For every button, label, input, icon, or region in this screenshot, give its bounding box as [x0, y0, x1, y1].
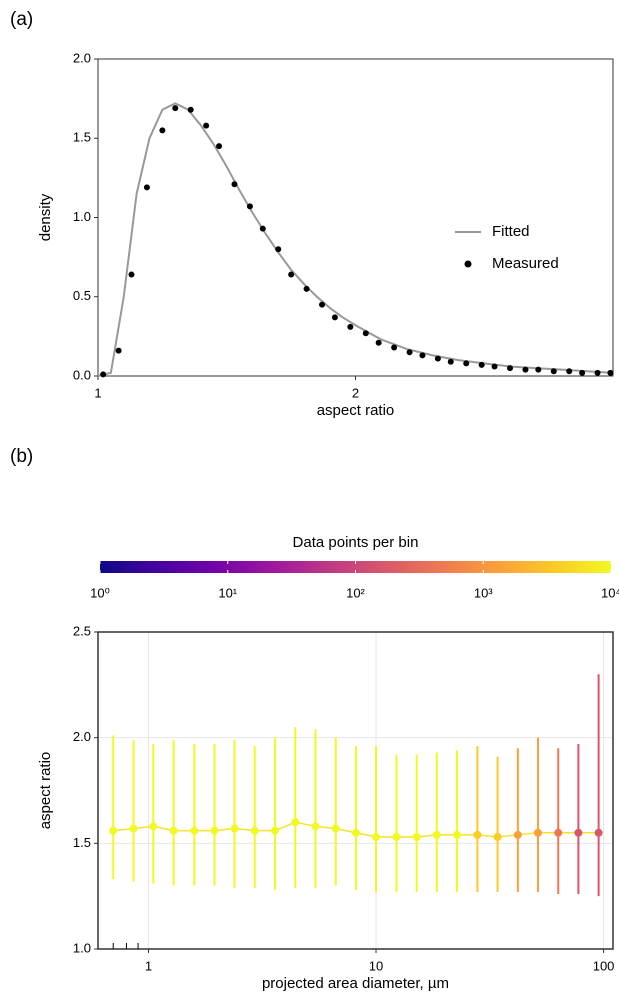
colorbar-tick-label: 10¹	[218, 585, 237, 600]
measured-point	[535, 366, 542, 373]
measured-point	[607, 369, 614, 376]
measured-point	[375, 339, 382, 346]
measured-point	[362, 330, 369, 337]
y-tick-label: 1.0	[73, 209, 91, 224]
mean-point	[534, 828, 543, 837]
measured-point	[159, 127, 166, 134]
measured-point	[259, 225, 266, 232]
mean-point	[190, 826, 199, 835]
mean-point	[109, 826, 118, 835]
measured-point	[522, 366, 529, 373]
measured-point	[172, 105, 179, 112]
measured-point	[331, 314, 338, 321]
measured-point	[288, 271, 295, 278]
measured-point	[100, 371, 107, 378]
panel-label: (b)	[10, 446, 33, 467]
measured-point	[507, 365, 513, 372]
measured-point	[550, 368, 557, 375]
measured-point	[128, 271, 135, 278]
mean-point	[351, 828, 360, 837]
y-tick-label: 0.5	[73, 288, 91, 303]
y-tick-label: 0.0	[73, 367, 91, 382]
x-tick-label: 2	[352, 385, 359, 400]
mean-point	[331, 824, 340, 833]
mean-point	[392, 832, 401, 841]
mean-point	[149, 822, 158, 831]
measured-point	[216, 143, 223, 150]
measured-point	[594, 369, 601, 376]
measured-point	[391, 344, 398, 351]
legend-dot	[464, 260, 472, 268]
measured-point	[434, 355, 441, 362]
measured-point	[478, 361, 485, 368]
mean-point	[291, 818, 300, 827]
mean-point	[473, 830, 482, 839]
mean-point	[129, 824, 138, 833]
y-axis-title: density	[37, 193, 54, 241]
legend-label: Fitted	[492, 223, 530, 240]
measured-point	[231, 181, 238, 188]
mean-point	[432, 830, 441, 839]
y-tick-label: 2.0	[73, 50, 91, 65]
measured-point	[447, 358, 454, 365]
measured-point	[579, 369, 586, 376]
measured-point	[115, 347, 122, 354]
measured-point	[303, 285, 310, 292]
measured-point	[419, 352, 426, 359]
colorbar-tick-label: 10²	[346, 585, 365, 600]
y-tick-label: 1.5	[73, 835, 91, 850]
mean-point	[230, 824, 239, 833]
measured-point	[566, 368, 573, 375]
mean-point	[594, 828, 603, 837]
mean-point	[271, 826, 280, 835]
measured-point	[275, 246, 282, 253]
measured-point	[187, 106, 194, 113]
mean-point	[554, 828, 563, 837]
plot-frame	[97, 631, 614, 950]
y-tick-label: 1.5	[73, 130, 91, 145]
measured-point	[246, 203, 253, 210]
measured-point	[491, 363, 498, 370]
x-tick-label: 100	[593, 958, 615, 973]
measured-point	[463, 360, 470, 367]
fitted-line	[97, 102, 614, 377]
mean-point	[169, 826, 178, 835]
mean-point	[250, 826, 259, 835]
colorbar-tick-label: 10⁰	[90, 585, 110, 600]
mean-point	[412, 832, 421, 841]
x-axis-title: projected area diameter, µm	[262, 975, 449, 992]
mean-point	[311, 822, 320, 831]
colorbar-tick-label: 10³	[474, 585, 493, 600]
measured-point	[143, 184, 150, 191]
mean-point	[513, 830, 522, 839]
x-tick-label: 1	[94, 385, 101, 400]
panel-label: (a)	[10, 9, 33, 30]
y-tick-label: 2.5	[73, 623, 91, 638]
mean-point	[372, 832, 381, 841]
measured-point	[347, 323, 354, 330]
y-axis-title: aspect ratio	[37, 752, 54, 830]
measured-point	[406, 349, 413, 356]
mean-point	[574, 828, 583, 837]
mean-point	[493, 832, 502, 841]
x-tick-label: 10	[369, 958, 383, 973]
mean-point	[453, 830, 462, 839]
legend-label: Measured	[492, 255, 559, 272]
colorbar-title: Data points per bin	[293, 534, 419, 551]
x-tick-label: 1	[145, 958, 152, 973]
x-axis-title: aspect ratio	[317, 402, 395, 419]
y-tick-label: 2.0	[73, 729, 91, 744]
measured-point	[319, 301, 326, 308]
colorbar-tick-label: 10⁴	[601, 585, 619, 600]
mean-point	[210, 826, 219, 835]
y-tick-label: 1.0	[73, 940, 91, 955]
measured-point	[203, 122, 210, 129]
